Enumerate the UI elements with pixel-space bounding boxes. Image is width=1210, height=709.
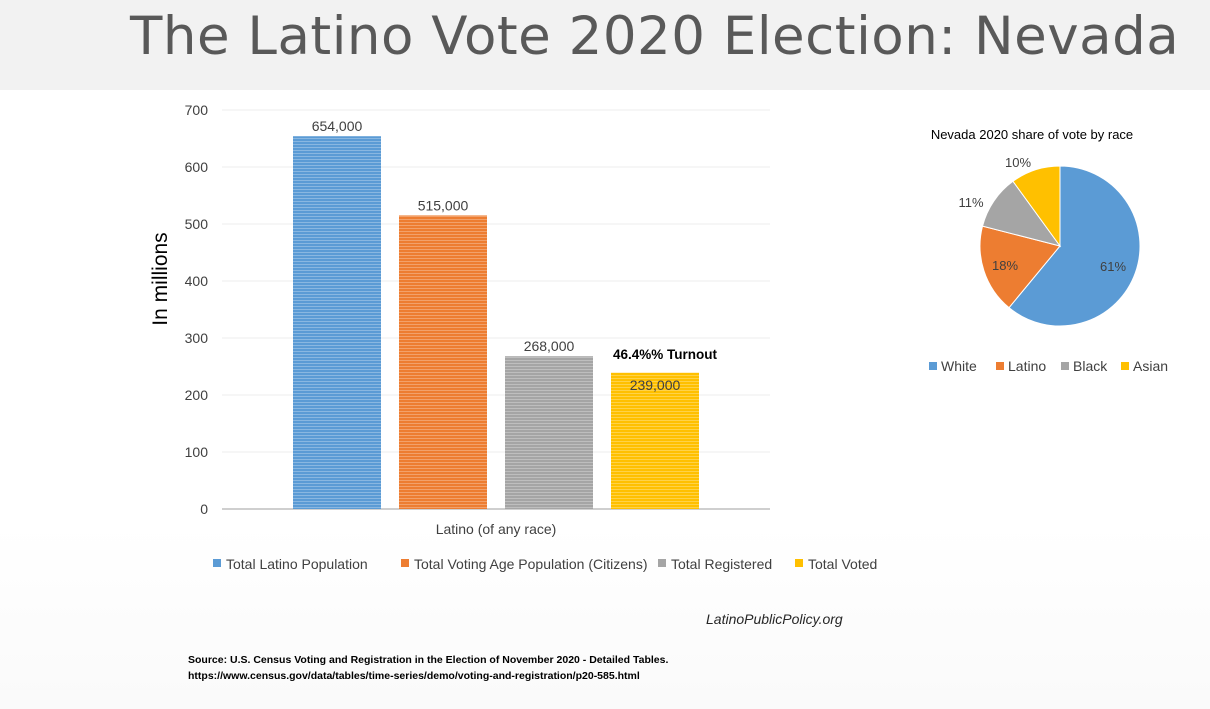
y-tick-label: 700 bbox=[185, 102, 209, 118]
legend-label: Total Voting Age Population (Citizens) bbox=[414, 556, 647, 572]
source-note: Source: U.S. Census Voting and Registrat… bbox=[188, 652, 668, 684]
y-tick-label: 100 bbox=[185, 444, 209, 460]
bar-texture bbox=[293, 136, 381, 509]
legend-label: Total Voted bbox=[808, 556, 877, 572]
source-url: https://www.census.gov/data/tables/time-… bbox=[188, 670, 640, 682]
source-line-1: Source: U.S. Census Voting and Registrat… bbox=[188, 654, 669, 666]
pie-title: Nevada 2020 share of vote by race bbox=[931, 127, 1133, 142]
title-band bbox=[0, 0, 1210, 90]
pie-slice-latino bbox=[979, 225, 1061, 309]
pie-slice-white bbox=[1008, 165, 1141, 327]
y-tick-label: 0 bbox=[200, 501, 208, 517]
pie-legend-swatch bbox=[1061, 362, 1069, 370]
legend-swatch bbox=[795, 559, 803, 567]
legend-swatch bbox=[213, 559, 221, 567]
y-tick-label: 500 bbox=[185, 216, 209, 232]
data-label: 654,000 bbox=[312, 118, 363, 134]
pie-legend-label: Black bbox=[1073, 358, 1108, 374]
category-label: Latino (of any race) bbox=[436, 521, 557, 537]
bar-chart: 0 100 200 300 400 500 600 700 In millions Latino … bbox=[149, 102, 877, 572]
legend-label: Total Registered bbox=[671, 556, 772, 572]
bar-texture bbox=[399, 215, 487, 509]
y-tick-label: 200 bbox=[185, 387, 209, 403]
site-credit: LatinoPublicPolicy.org bbox=[706, 611, 843, 627]
pie-legend-label: Latino bbox=[1008, 358, 1046, 374]
y-axis-title: In millions bbox=[149, 232, 172, 325]
data-label: 515,000 bbox=[418, 197, 469, 213]
pie-slice-label: 18% bbox=[992, 258, 1018, 273]
y-tick-label: 300 bbox=[185, 330, 209, 346]
pie-slice-label: 10% bbox=[1005, 155, 1031, 170]
pie-legend-swatch bbox=[996, 362, 1004, 370]
bar-texture bbox=[611, 372, 699, 509]
bar-texture bbox=[505, 356, 593, 509]
pie-legend-label: Asian bbox=[1133, 358, 1168, 374]
legend-swatch bbox=[658, 559, 666, 567]
pie-slice-label: 11% bbox=[958, 195, 983, 210]
pie-legend-label: White bbox=[941, 358, 977, 374]
slide-title: The Latino Vote 2020 Election: Nevada bbox=[130, 6, 1180, 67]
pie-slice-asian bbox=[1012, 165, 1061, 248]
data-label: 239,000 bbox=[630, 377, 681, 393]
pie-legend-swatch bbox=[1121, 362, 1129, 370]
pie-chart: Nevada 2020 share of vote by race 61% 18% 1… bbox=[929, 127, 1168, 374]
data-label: 268,000 bbox=[524, 338, 575, 354]
pie-slice-label: 61% bbox=[1100, 259, 1126, 274]
y-tick-label: 400 bbox=[185, 273, 209, 289]
turnout-annotation: 46.4%% Turnout bbox=[613, 347, 718, 362]
legend-swatch bbox=[401, 559, 409, 567]
legend-label: Total Latino Population bbox=[226, 556, 368, 572]
pie-legend-swatch bbox=[929, 362, 937, 370]
y-tick-label: 600 bbox=[185, 159, 209, 175]
